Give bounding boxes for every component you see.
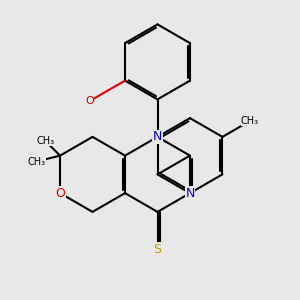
Text: O: O	[85, 96, 94, 106]
Text: CH₃: CH₃	[27, 157, 45, 166]
Text: CH₃: CH₃	[36, 136, 54, 146]
Text: O: O	[55, 187, 65, 200]
Text: S: S	[154, 243, 161, 256]
Text: N: N	[185, 187, 195, 200]
Text: CH₃: CH₃	[241, 116, 259, 126]
Text: N: N	[153, 130, 162, 143]
Text: O: O	[85, 96, 94, 106]
